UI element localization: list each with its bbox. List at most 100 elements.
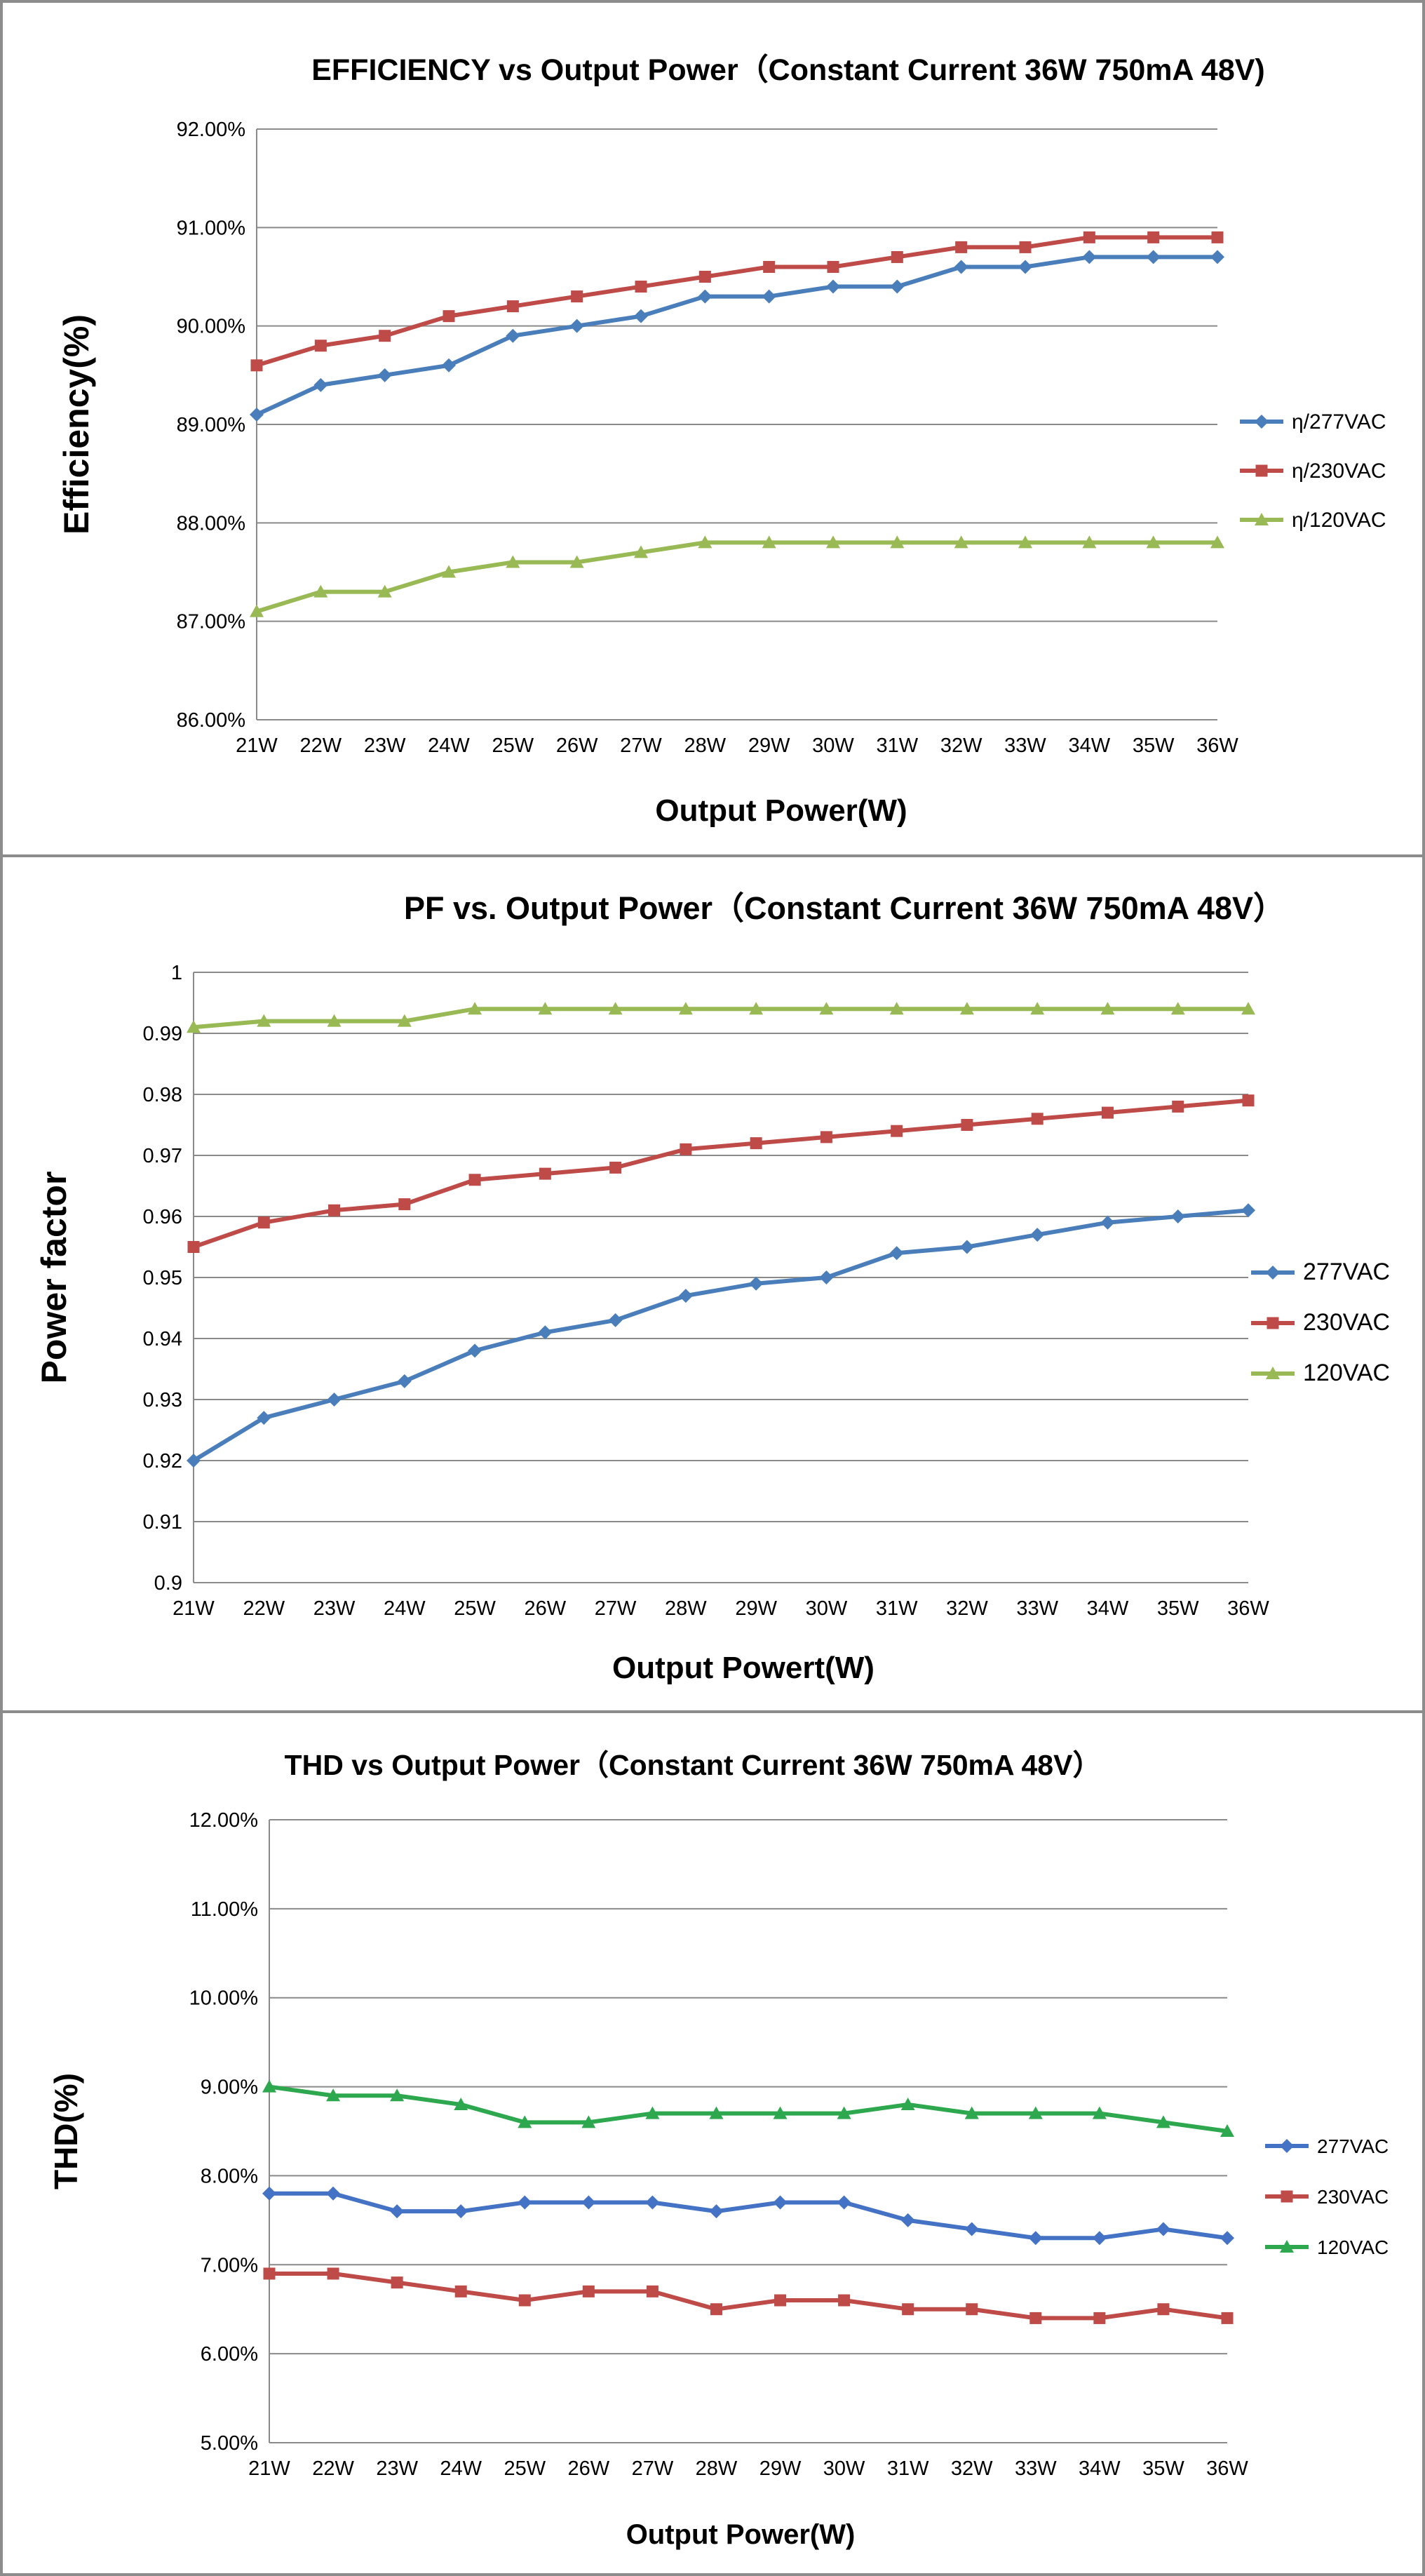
y-tick-label: 10.00% bbox=[189, 1987, 258, 2010]
data-point bbox=[1083, 231, 1095, 243]
series-line bbox=[255, 255, 1217, 417]
y-tick-label: 9.00% bbox=[201, 2077, 258, 2099]
legend-label: 230VAC bbox=[1317, 2186, 1389, 2208]
data-point bbox=[698, 271, 711, 283]
y-tick-label: 5.00% bbox=[201, 2432, 258, 2455]
x-tick-label: 33W bbox=[1016, 1597, 1058, 1620]
data-point bbox=[1028, 2106, 1043, 2119]
series-2 bbox=[250, 535, 1224, 617]
data-point bbox=[1281, 2190, 1293, 2203]
y-tick-label: 8.00% bbox=[201, 2165, 258, 2187]
data-point bbox=[518, 2195, 532, 2210]
data-point bbox=[327, 1014, 342, 1027]
data-point bbox=[902, 2303, 914, 2316]
data-point bbox=[187, 1241, 200, 1253]
data-point bbox=[954, 535, 968, 549]
data-point bbox=[581, 2115, 596, 2128]
data-point bbox=[608, 1002, 623, 1015]
series-line bbox=[193, 1007, 1248, 1030]
x-tick-label: 21W bbox=[248, 2457, 290, 2480]
data-point bbox=[891, 250, 903, 263]
data-point bbox=[890, 535, 905, 549]
x-tick-label: 26W bbox=[556, 734, 598, 757]
data-point bbox=[1092, 2106, 1107, 2119]
y-tick-label: 0.92 bbox=[143, 1450, 182, 1473]
data-point bbox=[959, 1240, 974, 1254]
data-point bbox=[1147, 231, 1160, 243]
legend-entry: 277VAC bbox=[1251, 1259, 1390, 1285]
legend-entry: η/120VAC bbox=[1240, 509, 1386, 532]
data-point bbox=[468, 1343, 482, 1358]
legend-entry: 230VAC bbox=[1265, 2186, 1389, 2208]
data-point bbox=[645, 2106, 660, 2119]
data-point bbox=[263, 2267, 276, 2280]
data-point bbox=[377, 368, 392, 382]
data-point bbox=[954, 260, 968, 274]
x-tick-label: 33W bbox=[1004, 734, 1046, 757]
data-point bbox=[678, 1002, 693, 1015]
x-tick-label: 32W bbox=[946, 1597, 988, 1620]
data-point bbox=[773, 2195, 788, 2210]
y-tick-label: 0.96 bbox=[143, 1206, 182, 1228]
power-factor-chart: 0.9 0.91 0.92 0.93 0.94 0.95 0.96 0.97 0.98 0.99 1… bbox=[34, 890, 1390, 1685]
series-line bbox=[193, 1098, 1249, 1249]
y-tick-label: 0.97 bbox=[143, 1145, 182, 1167]
data-point bbox=[1100, 1215, 1115, 1230]
x-tick-label: 35W bbox=[1133, 734, 1175, 757]
x-tick-label: 29W bbox=[759, 2457, 802, 2480]
data-point bbox=[826, 535, 840, 549]
x-tick-label: 27W bbox=[620, 734, 662, 757]
x-tick-label: 24W bbox=[384, 1597, 426, 1620]
data-point bbox=[1146, 535, 1161, 549]
thd-chart-panel: 5.00% 6.00% 7.00% 8.00% 9.00% 10.00% 11.00% 12.… bbox=[0, 1710, 1425, 2576]
series-2 bbox=[262, 2079, 1234, 2137]
data-point bbox=[506, 328, 520, 343]
y-tick-label: 12.00% bbox=[189, 1809, 258, 1832]
legend-label: η/120VAC bbox=[1292, 509, 1386, 532]
legend-label: 120VAC bbox=[1317, 2236, 1389, 2258]
data-point bbox=[955, 241, 968, 253]
y-tick-label: 1 bbox=[171, 962, 182, 984]
data-point bbox=[468, 1002, 482, 1015]
data-point bbox=[961, 1119, 973, 1131]
data-point bbox=[257, 1216, 270, 1229]
series-1 bbox=[250, 231, 1224, 372]
legend-label: 277VAC bbox=[1317, 2135, 1389, 2157]
x-tick-label: 26W bbox=[568, 2457, 610, 2480]
x-axis-label: Output Power(W) bbox=[655, 793, 907, 828]
series-0 bbox=[250, 250, 1224, 422]
x-tick-label: 31W bbox=[887, 2457, 929, 2480]
series-0 bbox=[262, 2186, 1234, 2246]
x-tick-label: 35W bbox=[1157, 1597, 1199, 1620]
data-point bbox=[634, 545, 648, 558]
x-axis-label: Output Power(W) bbox=[626, 2519, 856, 2550]
data-point bbox=[1101, 1106, 1114, 1119]
y-tick-label: 86.00% bbox=[177, 709, 245, 732]
data-point bbox=[837, 2106, 851, 2119]
x-tick-label: 26W bbox=[525, 1597, 567, 1620]
data-point bbox=[1092, 2231, 1107, 2246]
y-axis-label: Power factor bbox=[34, 1172, 74, 1384]
legend-label: 120VAC bbox=[1303, 1360, 1390, 1386]
y-tick-label: 91.00% bbox=[177, 217, 245, 239]
data-point bbox=[698, 289, 712, 304]
data-point bbox=[454, 2204, 468, 2219]
series-1 bbox=[263, 2267, 1234, 2324]
x-tick-label: 30W bbox=[812, 734, 854, 757]
series-line bbox=[192, 1208, 1249, 1463]
data-point bbox=[327, 2267, 339, 2280]
y-tick-label: 92.00% bbox=[177, 119, 245, 141]
y-tick-label: 89.00% bbox=[177, 414, 245, 436]
data-point bbox=[326, 2088, 341, 2102]
data-point bbox=[634, 309, 648, 323]
data-point bbox=[819, 1270, 834, 1284]
data-point bbox=[1170, 1209, 1185, 1223]
data-point bbox=[826, 279, 840, 294]
data-point bbox=[1156, 2115, 1170, 2128]
data-point bbox=[538, 1325, 553, 1340]
data-point bbox=[506, 555, 520, 568]
series-1 bbox=[187, 1094, 1255, 1253]
data-point bbox=[391, 2276, 403, 2289]
y-tick-label: 7.00% bbox=[201, 2254, 258, 2276]
data-point bbox=[262, 2079, 276, 2093]
